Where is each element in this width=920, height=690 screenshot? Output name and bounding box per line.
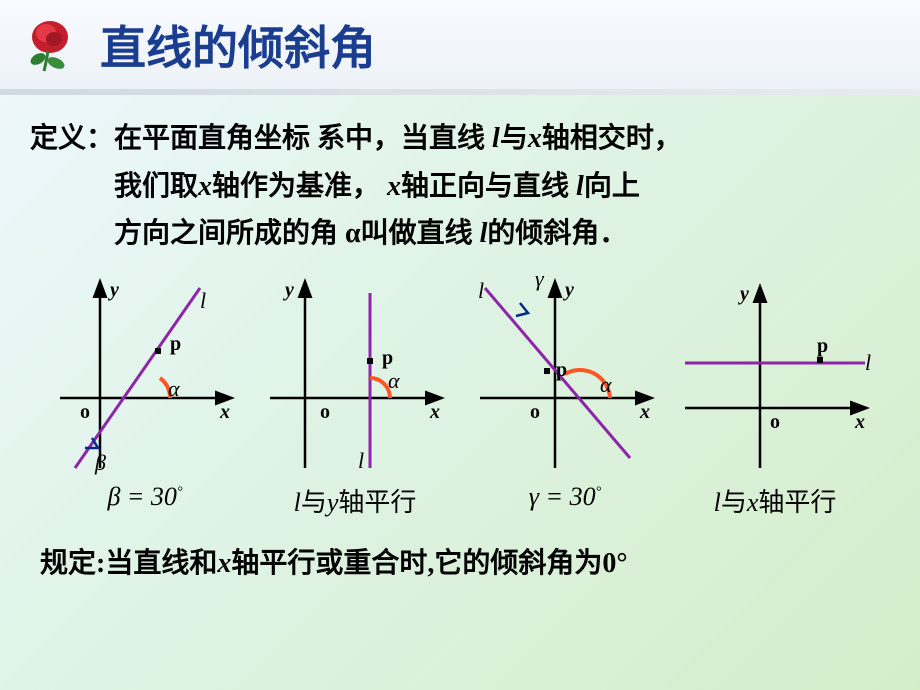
definition-line-3: 方向之间所成的角 α叫做直线 l的倾斜角． — [30, 210, 890, 258]
d1-beta: β — [94, 450, 106, 475]
footer-x: x — [217, 548, 231, 579]
footer-rule: 规定:当直线和x轴平行或重合时,它的倾斜角为0° — [0, 529, 920, 581]
def-t2b: 轴作为基准， — [212, 171, 387, 202]
footer-a: 规定:当直线和 — [40, 548, 217, 579]
def-t1a: 在平面直角坐标 系中，当直线 — [114, 123, 492, 154]
def-t2d: 向上 — [584, 171, 640, 202]
def-sym-x-3: x — [387, 171, 401, 202]
d4-p-label: p — [817, 335, 828, 357]
definition-text-1: 在平面直角坐标 系中，当直线 l与x轴相交时， — [114, 115, 682, 163]
definition-block: 定义： 在平面直角坐标 系中，当直线 l与x轴相交时， 我们取x轴作为基准， x… — [30, 115, 890, 258]
d1-cap-eq: = 30 — [120, 482, 177, 511]
def-t1b: 与 — [500, 123, 528, 154]
d4-cap-a: 与 — [721, 488, 747, 517]
d2-alpha: α — [388, 368, 400, 393]
d4-cap-b: 轴平行 — [758, 488, 836, 517]
def-t3b: 的倾斜角． — [487, 218, 627, 249]
d4-o-label: o — [770, 411, 780, 433]
def-sym-x-1: x — [528, 123, 542, 154]
d1-cap-deg: ° — [177, 484, 183, 499]
diagram-4: p o x y l l与x轴平行 — [670, 268, 880, 519]
def-t1c: 轴相交时， — [542, 123, 682, 154]
footer-b: 轴平行或重合时,它的倾斜角为0° — [231, 548, 627, 579]
diagrams-row: p o x y l α β β = 30° — [30, 268, 890, 519]
d3-cap-gamma: γ — [529, 482, 539, 511]
def-t2a: 我们取 — [114, 171, 198, 202]
d2-cap-y: y — [327, 488, 339, 517]
diagram-1: p o x y l α β β = 30° — [40, 268, 250, 519]
d3-l-label: l — [478, 278, 484, 303]
rose-icon — [20, 15, 80, 75]
d1-alpha: α — [168, 376, 180, 401]
d4-l-label: l — [865, 350, 871, 375]
d3-o-label: o — [530, 401, 540, 423]
diagram-1-svg: p o x y l α β — [40, 268, 250, 478]
def-sym-x-2: x — [198, 171, 212, 202]
d2-cap-b: 轴平行 — [338, 488, 416, 517]
diagram-3-svg: p o x y l α γ — [460, 268, 670, 478]
d2-cap-a: 与 — [301, 488, 327, 517]
d1-x-label: x — [219, 401, 230, 423]
d1-p-label: p — [170, 333, 181, 355]
d3-cap-deg: ° — [596, 484, 602, 499]
diagram-3-caption: γ = 30° — [529, 482, 601, 512]
def-sym-l-2: l — [576, 171, 584, 202]
d2-p-label: p — [382, 347, 393, 369]
def-t3a: 方向之间所成的角 α叫做直线 — [114, 218, 480, 249]
d4-x-label: x — [854, 411, 865, 433]
d1-y-label: y — [108, 279, 119, 301]
d3-gamma: γ — [535, 268, 545, 291]
d2-y-label: y — [283, 279, 294, 301]
page-title: 直线的倾斜角 — [100, 12, 376, 78]
d4-cap-l: l — [714, 488, 721, 517]
diagram-2: p o x y l α l与y轴平行 — [250, 268, 460, 519]
definition-line-2: 我们取x轴作为基准， x轴正向与直线 l向上 — [30, 163, 890, 211]
diagram-3: p o x y l α γ γ = 30° — [460, 268, 670, 519]
diagram-2-caption: l与y轴平行 — [294, 482, 417, 519]
d2-x-label: x — [429, 401, 440, 423]
d1-l-label: l — [200, 288, 206, 313]
d2-o-label: o — [320, 401, 330, 423]
d3-x-label: x — [639, 401, 650, 423]
header: 直线的倾斜角 — [0, 0, 920, 95]
d3-cap-eq: = 30 — [539, 482, 596, 511]
d2-l-label: l — [358, 448, 364, 473]
diagram-2-svg: p o x y l α — [250, 268, 460, 478]
definition-label: 定义： — [30, 115, 114, 163]
diagram-4-svg: p o x y l — [670, 268, 880, 478]
d2-cap-l: l — [294, 488, 301, 517]
d4-y-label: y — [738, 283, 749, 305]
d1-cap-beta: β — [107, 482, 120, 511]
diagram-4-caption: l与x轴平行 — [714, 482, 837, 519]
d3-alpha: α — [600, 372, 612, 397]
diagram-1-caption: β = 30° — [107, 482, 182, 512]
d3-p-label: p — [556, 359, 567, 381]
def-t2c: 轴正向与直线 — [401, 171, 576, 202]
content-area: 定义： 在平面直角坐标 系中，当直线 l与x轴相交时， 我们取x轴作为基准， x… — [0, 95, 920, 529]
d3-y-label: y — [563, 279, 574, 301]
definition-line-1: 定义： 在平面直角坐标 系中，当直线 l与x轴相交时， — [30, 115, 890, 163]
d4-cap-x: x — [747, 488, 759, 517]
def-sym-l-1: l — [492, 123, 500, 154]
d1-o-label: o — [80, 401, 90, 423]
